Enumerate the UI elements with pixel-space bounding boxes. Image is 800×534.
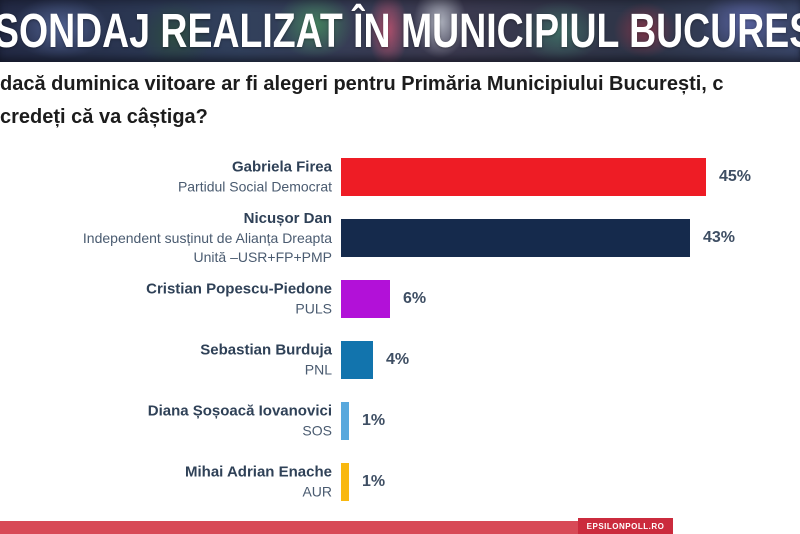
- candidate-name: Mihai Adrian Enache: [185, 463, 332, 481]
- result-value: 1%: [362, 412, 386, 429]
- question-line-1: dacă duminica viitoare ar fi alegeri pen…: [0, 73, 724, 95]
- candidate-labels: Nicușor Dan Independent susținut de Alia…: [0, 209, 332, 267]
- result-value: 1%: [362, 473, 386, 490]
- chart-row: Diana Șoșoacă Iovanovici SOS 1%: [0, 402, 800, 440]
- chart-row: Gabriela Firea Partidul Social Democrat …: [0, 158, 800, 196]
- chart-row: Nicușor Dan Independent susținut de Alia…: [0, 210, 800, 265]
- candidate-party: Independent susținut de Alianța Dreapta: [82, 230, 332, 246]
- candidate-party: Partidul Social Democrat: [177, 178, 332, 195]
- footer-accent-bar: [0, 521, 673, 534]
- brand-label: EPSILONPOLL.RO: [586, 521, 665, 531]
- result-bar: [341, 158, 706, 196]
- candidate-name: Gabriela Firea: [231, 158, 332, 176]
- candidate-party: AUR: [302, 483, 332, 500]
- candidate-labels: Gabriela Firea Partidul Social Democrat: [0, 158, 332, 197]
- header-banner: SONDAJ REALIZAT ÎN MUNICIPIUL BUCUREȘTI: [0, 0, 800, 62]
- result-bar: [341, 463, 349, 501]
- candidate-name: Cristian Popescu-Piedone: [146, 280, 332, 298]
- candidate-labels: Diana Șoșoacă Iovanovici SOS: [0, 402, 332, 441]
- candidate-party: PULS: [295, 300, 332, 317]
- candidate-name: Sebastian Burduja: [200, 341, 332, 359]
- result-bar: [341, 219, 690, 257]
- question-line-2: credeți că va câștiga?: [0, 106, 208, 128]
- chart-row: Sebastian Burduja PNL 4%: [0, 341, 800, 379]
- candidate-party: Unită –USR+FP+PMP: [193, 249, 333, 265]
- candidate-name: Diana Șoșoacă Iovanovici: [147, 402, 332, 420]
- result-value: 43%: [703, 229, 736, 246]
- chart-row: Mihai Adrian Enache AUR 1%: [0, 463, 800, 501]
- candidate-party: SOS: [302, 422, 332, 439]
- chart-row: Cristian Popescu-Piedone PULS 6%: [0, 280, 800, 318]
- result-bar: [341, 402, 349, 440]
- result-value: 6%: [403, 290, 427, 307]
- candidate-party: PNL: [304, 361, 332, 378]
- result-bar: [341, 280, 390, 318]
- candidate-labels: Cristian Popescu-Piedone PULS: [0, 280, 332, 319]
- candidate-labels: Sebastian Burduja PNL: [0, 341, 332, 380]
- result-value: 4%: [386, 351, 410, 368]
- brand-badge: EPSILONPOLL.RO: [578, 518, 673, 534]
- candidate-name: Nicușor Dan: [243, 210, 332, 227]
- result-bar: [341, 341, 373, 379]
- result-value: 45%: [719, 168, 752, 185]
- survey-question: dacă duminica viitoare ar fi alegeri pen…: [0, 68, 800, 134]
- candidate-labels: Mihai Adrian Enache AUR: [0, 463, 332, 502]
- poll-title: SONDAJ REALIZAT ÎN MUNICIPIUL BUCUREȘTI: [0, 5, 800, 58]
